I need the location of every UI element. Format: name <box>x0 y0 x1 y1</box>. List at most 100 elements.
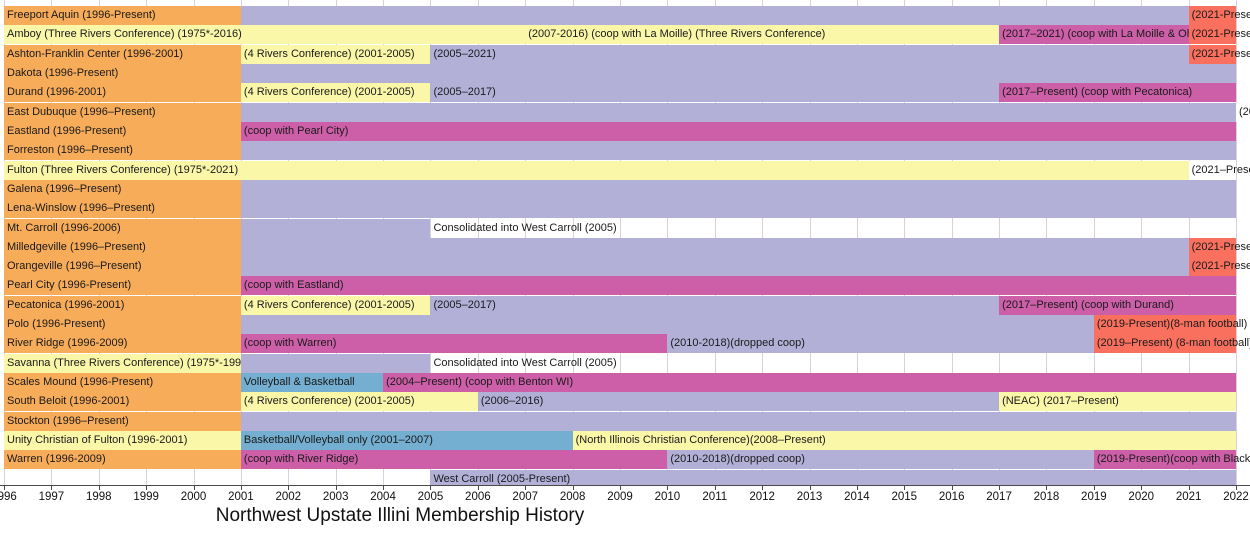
axis-tick <box>430 485 432 490</box>
timeline-segment: (coop with Warren) <box>240 334 668 354</box>
axis-line <box>0 485 1250 486</box>
axis-tick-label: 2003 <box>322 491 349 503</box>
axis-tick-label: 2007 <box>512 491 539 503</box>
axis-tick-label: 2006 <box>465 491 491 503</box>
timeline-row: Eastland (1996-Present) (coop with Pearl … <box>0 121 1250 141</box>
axis-tick-label: 2018 <box>1033 491 1060 503</box>
timeline-segment: (4 Rivers Conference) (2001-2005) <box>240 295 431 315</box>
timeline-segment: Pecatonica (1996-2001) <box>4 295 241 315</box>
timeline-segment: East Dubuque (1996–Present) <box>4 102 241 122</box>
axis-tick-label: 2022 <box>1223 491 1249 503</box>
timeline-segment: River Ridge (1996-2009) <box>4 334 241 354</box>
timeline-row: Fulton (Three Rivers Conference) (1975*-… <box>0 160 1250 180</box>
axis-tick <box>4 485 5 490</box>
timeline-segment: (2005–2021) <box>430 44 1189 64</box>
axis-tick-label: 2001 <box>228 491 254 503</box>
timeline-segment <box>240 315 1094 335</box>
axis-tick-label: 2004 <box>370 491 396 503</box>
timeline-segment: (NEAC) (2017–Present) <box>999 392 1236 412</box>
axis-tick-label: 2021 <box>1175 491 1202 503</box>
axis-tick-label: 2014 <box>844 491 870 503</box>
axis-tick <box>240 485 242 490</box>
timeline-segment: Volleyball & Basketball <box>240 373 384 393</box>
axis-tick <box>904 485 906 490</box>
timeline-segment: Consolidated into West Carroll (2005) <box>433 356 617 369</box>
timeline-row: Amboy (Three Rivers Conference) (1975*-2… <box>0 25 1250 45</box>
timeline-row: Orangeville (1996–Present) (2021-Present <box>0 257 1250 277</box>
timeline-segment: (2005–2017) <box>430 83 1000 103</box>
timeline-segment: Warren (1996-2009) <box>4 450 241 470</box>
timeline-segment <box>240 353 431 373</box>
axis-tick <box>288 485 290 490</box>
timeline-segment <box>240 63 1236 83</box>
timeline-segment: (2006–2016) <box>477 392 1000 412</box>
axis-tick-label: 2016 <box>938 491 965 503</box>
axis-tick <box>809 485 811 490</box>
timeline-row: Freeport Aquin (1996-Present) (2021-Prese… <box>0 6 1250 25</box>
axis-tick-label: 1996 <box>0 491 17 503</box>
timeline-segment: Stockton (1996–Present) <box>4 411 241 431</box>
axis-tick <box>762 485 764 490</box>
timeline-segment: Galena (1996–Present) <box>4 179 241 199</box>
axis-tick <box>714 485 716 490</box>
axis-tick-label: 2015 <box>891 491 918 503</box>
timeline-row: Dakota (1996-Present) <box>0 63 1250 83</box>
timeline-segment: Consolidated into West Carroll (2005) <box>433 221 617 234</box>
axis-tick <box>1188 485 1190 490</box>
timeline-segment: (2005–2017) <box>430 295 1000 315</box>
timeline-segment <box>240 102 1236 122</box>
timeline-row: Mt. Carroll (1996-2006) Consolidated into… <box>0 218 1250 238</box>
axis-tick-label: 1999 <box>133 491 159 503</box>
axis-tick-label: 2002 <box>275 491 302 503</box>
timeline-row: Unity Christian of Fulton (1996-2001) Bas… <box>0 431 1250 451</box>
axis-tick <box>1093 485 1095 490</box>
timeline-segment: (4 Rivers Conference) (2001-2005) <box>240 83 431 103</box>
timeline-segment: Durand (1996-2001) <box>4 83 241 103</box>
timeline-segment <box>240 141 1236 161</box>
timeline-row: Scales Mound (1996-Present) Volleyball & … <box>0 373 1250 393</box>
timeline-segment: Unity Christian of Fulton (1996-2001) <box>4 431 241 451</box>
axis-tick-label: 2013 <box>796 491 823 503</box>
timeline-segment <box>240 257 1189 277</box>
axis-tick-label: 1998 <box>85 491 112 503</box>
timeline-segment: (2021–Presen <box>1188 160 1250 180</box>
timeline-segment: (2017–2021) (coop with La Moille & Ohio) <box>999 25 1205 45</box>
timeline-segment: Fulton (Three Rivers Conference) (1975*-… <box>4 160 1189 180</box>
axis-tick-label: 2000 <box>180 491 207 503</box>
timeline-segment: Mt. Carroll (1996-2006) <box>4 218 241 238</box>
x-axis: 1996 1997 1998 1999 2000 2001 2002 2003 2004 2005… <box>0 485 1250 507</box>
timeline-segment: Dakota (1996-Present) <box>4 63 241 83</box>
timeline-segment: (coop with Eastland) <box>240 276 1236 296</box>
timeline-segment: Polo (1996-Present) <box>4 315 241 335</box>
axis-tick <box>383 485 385 490</box>
axis-tick <box>525 485 527 490</box>
axis-tick-label: 2019 <box>1081 491 1107 503</box>
timeline-row: West Carroll (2005-Present) <box>0 469 1250 485</box>
timeline-segment <box>240 6 1189 25</box>
timeline-row: Stockton (1996–Present) <box>0 411 1250 431</box>
axis-tick <box>1141 485 1143 490</box>
axis-tick-label: 2011 <box>702 491 728 503</box>
timeline-row: Pearl City (1996-Present) (coop with East… <box>0 276 1250 296</box>
timeline-segment: (2004–Present) (coop with Benton WI) <box>383 373 1236 393</box>
timeline-row: Ashton-Franklin Center (1996-2001) (4 Riv… <box>0 44 1250 64</box>
timeline-segment: Basketball/Volleyball only (2001–2007) <box>240 431 573 451</box>
timeline-segment: (2019-Present)(coop with Black Ha <box>1093 450 1250 470</box>
timeline-segment: (2019–Present) (8-man football) <box>1093 334 1250 354</box>
axis-tick <box>193 485 195 490</box>
timeline-segment <box>240 199 1236 219</box>
timeline-row: South Beloit (1996-2001) (4 Rivers Confer… <box>0 392 1250 412</box>
timeline-segment: (2010-2018)(dropped coop) <box>667 334 1094 354</box>
timeline-row: East Dubuque (1996–Present) (20 <box>0 102 1250 122</box>
timeline-segment <box>240 411 1236 431</box>
axis-tick-label: 2012 <box>749 491 775 503</box>
axis-tick <box>51 485 53 490</box>
timeline-segment: Freeport Aquin (1996-Present) <box>4 6 241 25</box>
timeline-segment: South Beloit (1996-2001) <box>4 392 241 412</box>
timeline-segment: Savanna (Three Rivers Conference) (1975*… <box>4 353 251 373</box>
timeline-segment: (2007-2016) (coop with La Moille) (Three… <box>525 25 1000 45</box>
timeline-segment: (2019-Present)(8-man football) <box>1093 315 1247 335</box>
timeline-row: River Ridge (1996-2009) (coop with Warren… <box>0 334 1250 354</box>
timeline-row: Polo (1996-Present) (2019-Present)(8-man … <box>0 315 1250 335</box>
